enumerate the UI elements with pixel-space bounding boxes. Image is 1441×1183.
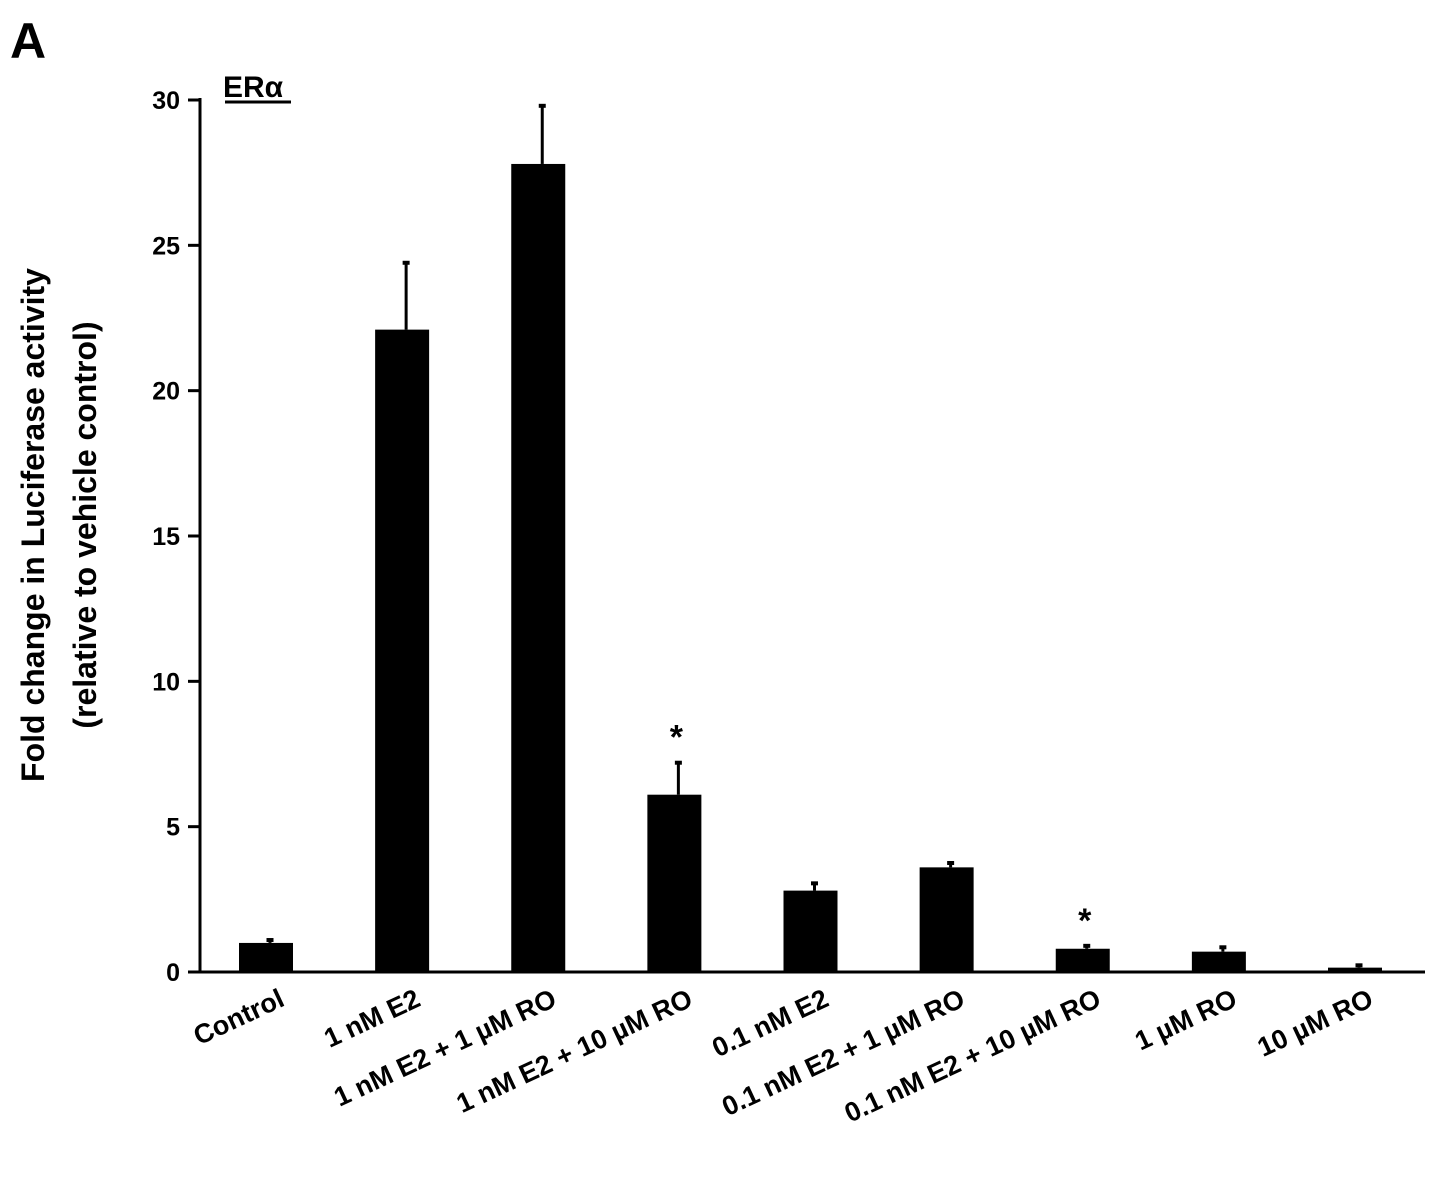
bar: [239, 942, 293, 972]
x-tick-label: 1 nM E2 + 10 µM RO: [452, 983, 697, 1119]
significance-asterisk: *: [1078, 902, 1092, 940]
y-axis-label-line1: Fold change in Luciferase activity: [15, 268, 51, 782]
y-tick-label: 30: [152, 87, 180, 115]
significance-asterisk: *: [670, 719, 684, 757]
bar: [919, 867, 974, 972]
bar: [1055, 948, 1110, 972]
y-tick-label: 15: [152, 523, 180, 551]
x-ticks: Control 1 nM E21 nM E2 + 1 µM RO1 nM E2 +…: [189, 983, 1378, 1128]
bar: [511, 163, 566, 973]
y-tick-label: 10: [152, 668, 180, 696]
x-tick-label: 1 nM E2: [320, 983, 425, 1053]
x-tick-label: 10 µM RO: [1253, 983, 1378, 1062]
y-tick-label: 25: [152, 232, 180, 260]
error-bars: [266, 103, 1363, 968]
y-ticks: 0 5 10 15 20 25 30: [152, 87, 200, 987]
series-label: ERα: [223, 71, 284, 104]
y-tick-label: 20: [152, 378, 180, 406]
bar: [783, 890, 838, 972]
y-tick-label: 0: [166, 959, 180, 987]
y-axis-label-line2: (relative to vehicle control): [67, 321, 103, 728]
x-tick-label: Control: [189, 983, 289, 1051]
y-axis-label: Fold change in Luciferase activity (rela…: [15, 268, 103, 782]
bar: [375, 329, 430, 972]
x-tick-label: 1 µM RO: [1130, 983, 1241, 1056]
bar: [647, 794, 702, 972]
y-tick-label: 5: [166, 814, 180, 842]
bars: [239, 163, 1382, 973]
bar: [1328, 967, 1382, 972]
significance-marks: **: [670, 719, 1092, 940]
x-tick-label: 1 nM E2 + 1 µM RO: [329, 983, 560, 1112]
x-tick-label: 0.1 nM E2 + 10 µM RO: [840, 983, 1105, 1128]
bar: [1191, 951, 1246, 972]
series-label-group: ERα: [223, 71, 291, 104]
panel-letter: A: [10, 13, 46, 69]
